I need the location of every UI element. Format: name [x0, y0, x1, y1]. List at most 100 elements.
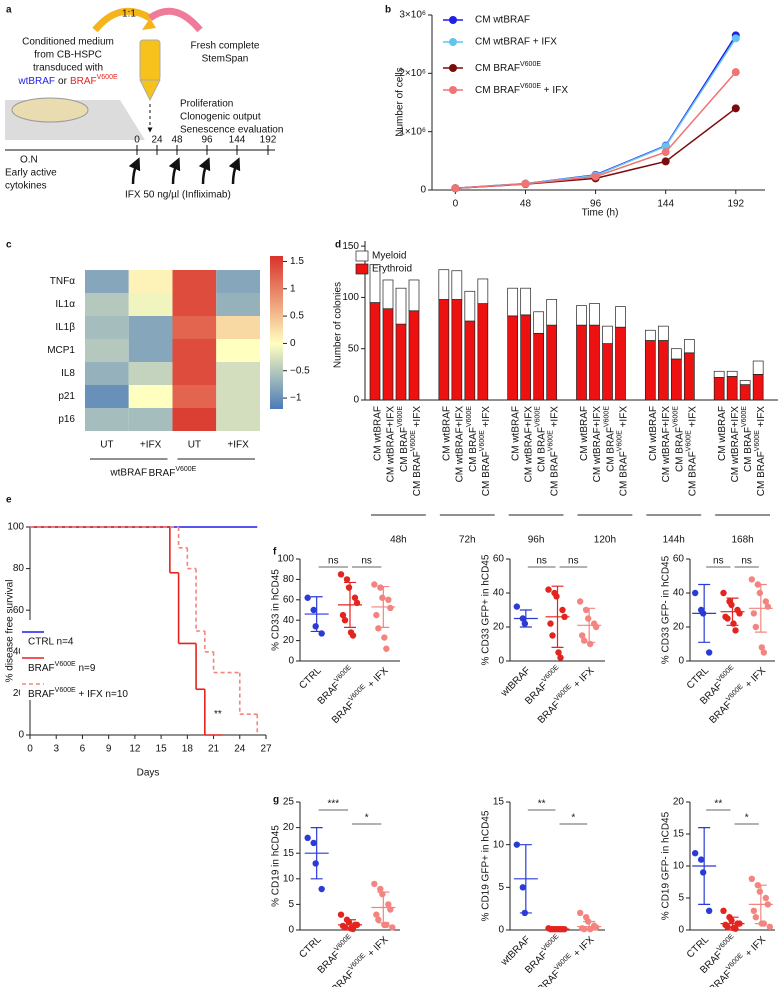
x-axis-label: Time (h) [582, 208, 619, 219]
y-tick-label: 80 [13, 563, 25, 574]
colorbar-label: 0.5 [290, 311, 304, 322]
text-part: + IFX [569, 934, 596, 961]
text-part: CM BRAF [475, 63, 520, 74]
data-point [377, 584, 384, 591]
bar-label: CM BRAFV600E +IFX [479, 406, 491, 497]
group-label: 72h [459, 535, 476, 546]
superscript: V600E [548, 430, 555, 451]
bar-label: CM BRAFV600E [604, 406, 616, 472]
heat-cell [216, 408, 260, 431]
data-point [351, 594, 359, 601]
bar-segment [533, 332, 545, 401]
text-part: + IFX [541, 85, 568, 96]
group-label: 168h [731, 535, 753, 546]
text-part: BRAF [28, 689, 55, 700]
legend-label: BRAFV600E + IFX n=10 [28, 687, 128, 699]
timeline-label: 192 [260, 135, 277, 146]
data-point [519, 884, 527, 891]
group-label: BRAFV600E [149, 466, 197, 478]
data-point [584, 615, 592, 622]
data-point [724, 615, 731, 622]
category-label: CTRL [297, 665, 324, 692]
text-part: + IFX n=10 [76, 689, 129, 700]
bar-segment [576, 324, 587, 401]
error-bar [344, 581, 356, 628]
fresh-text: Fresh complete [191, 41, 260, 52]
data-point [661, 142, 670, 151]
text-part: CM BRAF [743, 427, 754, 472]
bar-segment [739, 384, 751, 401]
text-part: +IFX [687, 406, 698, 431]
bar-label: CM wtBRAF [441, 406, 452, 461]
legend-box [20, 620, 146, 700]
data-point [373, 611, 380, 619]
text-part: BRAF [149, 468, 176, 479]
y-tick-label: 150 [342, 241, 359, 252]
heat-cell [172, 270, 217, 293]
row-label: MCP1 [47, 345, 75, 356]
data-point [451, 184, 460, 193]
data-point [728, 601, 735, 609]
x-tick-label: 27 [260, 744, 272, 755]
significance-label: ns [361, 556, 372, 567]
x-tick-label: 6 [80, 744, 86, 755]
data-point [318, 885, 325, 893]
bar-label: CM BRAFV600E +IFX [410, 406, 422, 497]
y-tick-label: 60 [283, 594, 295, 605]
legend-label: CTRL n=4 [28, 637, 74, 648]
legend-marker [449, 86, 457, 94]
data-point [728, 917, 735, 924]
timeline-label: 24 [151, 135, 163, 146]
data-point [756, 888, 764, 895]
colorbar-label: 0 [290, 338, 296, 349]
error-bar [698, 827, 711, 905]
significance-label: ** [538, 799, 546, 810]
superscript: V600E [333, 664, 353, 684]
data-point [349, 925, 357, 933]
superscript: V600E [617, 430, 624, 451]
on-label: O.N [20, 155, 38, 166]
bar-segment [713, 377, 725, 401]
source-text: from CB-HSPC [34, 50, 102, 61]
treatment-arrow [128, 157, 141, 185]
text-part: CM BRAF [536, 427, 547, 472]
bar-segment [382, 279, 394, 310]
data-point [341, 617, 349, 624]
data-point [312, 860, 319, 867]
heat-cell [128, 270, 173, 293]
legend-swatch [355, 250, 369, 262]
bar-label: CM BRAFV600E +IFX [755, 406, 767, 497]
superscript: V600E [397, 406, 404, 427]
row-label: IL1β [55, 322, 75, 333]
superscript: V600E [520, 83, 541, 90]
text-part: CM BRAF [399, 427, 410, 472]
error-bar [519, 609, 532, 628]
x-tick-label: 21 [208, 744, 220, 755]
data-point [345, 584, 353, 591]
superscript: V600E [97, 74, 118, 81]
data-point [756, 589, 764, 597]
data-point [349, 632, 357, 639]
bar-label: CM wtBRAF+IFX [592, 406, 603, 483]
wt-label: wtBRAF [17, 76, 55, 87]
text-part: CM BRAF [549, 451, 560, 496]
data-point [750, 907, 758, 914]
y-axis-label: % CD19 GFP- in hCD45 [661, 811, 672, 920]
bar-segment [507, 315, 519, 401]
data-point [697, 856, 705, 863]
timeline-label: 144 [229, 135, 246, 146]
text-part: CM BRAF [687, 451, 698, 496]
y-axis-label: % CD33 in hCD45 [271, 569, 282, 651]
error-bar [551, 927, 564, 931]
legend-label: CM wtBRAF [475, 15, 530, 26]
category-label: BRAFV600E + IFX [535, 664, 597, 726]
error-bar [583, 607, 596, 643]
error-bar [551, 585, 564, 648]
bar-label: CM wtBRAF+IFX [454, 406, 465, 483]
y-axis-label: % CD33 GFP- in hCD45 [661, 555, 672, 664]
y-tick-label: 60 [673, 554, 685, 565]
heat-cell [216, 316, 260, 339]
panel-letter: e [6, 495, 12, 506]
heat-cell [85, 362, 129, 385]
